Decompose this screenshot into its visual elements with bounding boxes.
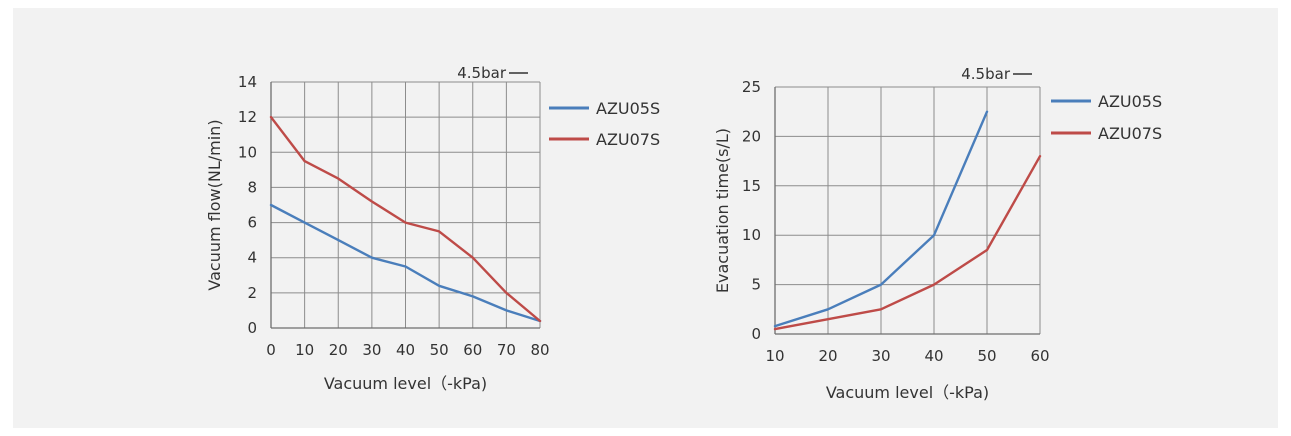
chart2-series-azu07s [773,154,1042,331]
chart2-xtick-label: 30 [871,347,890,365]
chart1-series-azu07s [269,115,542,323]
chart1-ytick-label: 0 [247,319,257,337]
chart1-ytick-label: 10 [238,143,257,161]
chart2-xtick-label: 60 [1030,347,1049,365]
chart1-legend-label-azu05s: AZU05S [596,99,660,118]
chart1-x-axis-title: Vacuum level（-kPa) [324,374,487,393]
chart1-xtick-label: 20 [329,341,348,359]
chart2-y-axis-title: Evacuation time(s/L) [713,128,732,293]
chart1-pressure-note: 4.5bar [457,64,507,82]
chart2-xtick-label: 10 [765,347,784,365]
chart2-ytick-label: 20 [742,127,761,145]
chart2-ytick-label: 15 [742,177,761,195]
chart1-ytick-label: 14 [238,73,257,91]
chart1-series-azu05s [269,203,542,323]
chart1-ytick-label: 6 [247,214,257,232]
chart1-ytick-label: 12 [238,108,257,126]
chart2-ytick-label: 5 [751,276,761,294]
chart2-xtick-label: 20 [818,347,837,365]
chart1-xtick-label: 70 [497,341,516,359]
chart2-legend-label-azu07s: AZU07S [1098,124,1162,143]
figure-panel [13,8,1278,428]
chart1-xtick-label: 50 [430,341,449,359]
chart1-xtick-label: 0 [266,341,276,359]
chart2-ytick-label: 25 [742,78,761,96]
chart2-x-axis-title: Vacuum level（-kPa) [826,383,989,402]
chart1-legend-label-azu07s: AZU07S [596,130,660,149]
chart1-ytick-label: 8 [247,178,257,196]
chart2-ytick-label: 10 [742,226,761,244]
chart2-pressure-note: 4.5bar [961,65,1011,83]
chart2-series-azu05s [773,110,989,328]
chart1-xtick-label: 80 [530,341,549,359]
chart1-y-axis-title: Vacuum flow(NL/min) [205,119,224,290]
chart2-legend-label-azu05s: AZU05S [1098,92,1162,111]
chart1-xtick-label: 40 [396,341,415,359]
chart1-xtick-label: 10 [295,341,314,359]
chart2-xtick-label: 50 [977,347,996,365]
chart1-xtick-label: 30 [362,341,381,359]
chart2-xtick-label: 40 [924,347,943,365]
chart1-xtick-label: 60 [463,341,482,359]
chart1-ytick-label: 2 [247,284,257,302]
chart1-ytick-label: 4 [247,249,257,267]
chart2-ytick-label: 0 [751,325,761,343]
